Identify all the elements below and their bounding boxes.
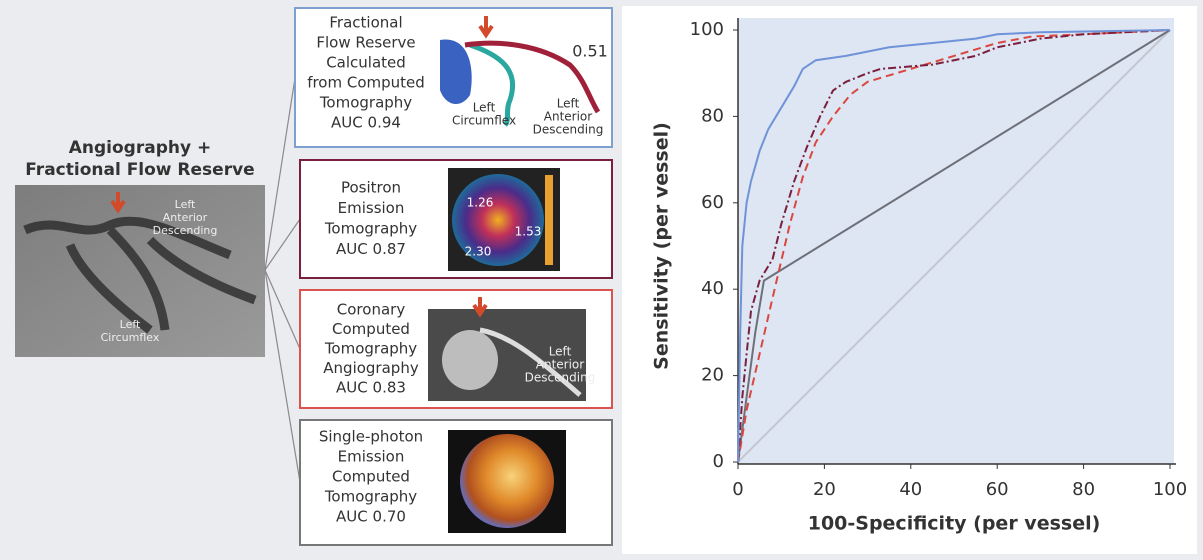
vessel (464, 40, 601, 114)
vessel (479, 327, 582, 397)
panel-text: Calculated (326, 54, 406, 72)
y-tick-label: 20 (701, 365, 724, 386)
roc-curve (737, 29, 1171, 463)
y-tick-label: 0 (713, 451, 724, 472)
ct-heart (442, 330, 498, 390)
x-tick-label: 100 (1153, 479, 1187, 500)
panel-text: Emission (338, 448, 405, 466)
image-label: Left (557, 97, 580, 111)
y-tick-label: 40 (701, 278, 724, 299)
image-label: 0.51 (572, 42, 608, 61)
source-title: Angiography + (69, 138, 211, 158)
panel-text: Computed (332, 468, 410, 486)
roc-curve (737, 29, 1171, 463)
spect-map (460, 434, 554, 528)
labels: Angiography +Fractional Flow ReserveLeft… (25, 14, 608, 526)
panel-text: Single-photon (319, 428, 423, 446)
vessels (23, 216, 257, 334)
x-axis-label: 100-Specificity (per vessel) (808, 513, 1101, 535)
roc-curve (737, 29, 1171, 463)
colorbar (545, 175, 553, 265)
image-label: Anterior (544, 110, 593, 124)
x-tick-label: 60 (986, 479, 1009, 500)
arrow (472, 297, 488, 318)
arrow (110, 192, 126, 214)
y-tick-label: 100 (690, 19, 724, 40)
y-tick-label: 80 (701, 105, 724, 126)
x-tick-label: 40 (899, 479, 922, 500)
panel-text: from Computed (307, 74, 425, 92)
panel-text: Fractional (329, 14, 402, 32)
image-label: 1.26 (467, 196, 494, 210)
image-label: Anterior (536, 358, 585, 372)
panel-text: AUC 0.83 (336, 379, 406, 397)
heart-shape (440, 39, 472, 105)
panel-text: Tomography (319, 94, 412, 112)
panel-text: Flow Reserve (316, 34, 415, 52)
panel-text: AUC 0.70 (336, 508, 406, 526)
panel-text: AUC 0.94 (331, 114, 401, 132)
image-label: 2.30 (465, 245, 492, 259)
panel-text: Coronary (337, 301, 406, 319)
roc-curve (737, 29, 1171, 463)
x-tick-label: 0 (732, 479, 743, 500)
image-label: Left (549, 345, 572, 359)
arrow (478, 16, 494, 39)
connectors (264, 77, 301, 483)
pet-map (452, 174, 544, 266)
x-tick-label: 20 (813, 479, 836, 500)
image-label: Circumflex (452, 114, 516, 128)
roc-curve (737, 29, 1171, 463)
vessel (469, 42, 516, 127)
image-label: Left (120, 318, 141, 331)
image-label: 1.53 (515, 225, 542, 239)
panel-text: Tomography (324, 340, 417, 358)
x-tick-label: 80 (1072, 479, 1095, 500)
source-title: Fractional Flow Reserve (25, 160, 254, 180)
image-label: Descending (153, 224, 218, 237)
panel-text: Emission (338, 199, 405, 217)
y-tick-label: 60 (701, 192, 724, 213)
image-label: Anterior (163, 211, 208, 224)
chart: 0 20 40 60 80 100 0 20 40 60 80 100 100-Specificity … (651, 18, 1187, 535)
panel-text: Positron (341, 179, 401, 197)
panel-text: Tomography (324, 220, 417, 238)
panel-text: Tomography (324, 488, 417, 506)
image-label: Left (175, 198, 196, 211)
panel-text: Computed (332, 320, 410, 338)
image-label: Descending (533, 123, 604, 137)
panel-text: AUC 0.87 (336, 240, 406, 258)
image-label: Circumflex (101, 331, 160, 344)
image-label: Left (473, 101, 496, 115)
image-label: Descending (525, 371, 596, 385)
y-axis-label: Sensitivity (per vessel) (651, 122, 673, 370)
panel-text: Angiography (323, 359, 419, 377)
